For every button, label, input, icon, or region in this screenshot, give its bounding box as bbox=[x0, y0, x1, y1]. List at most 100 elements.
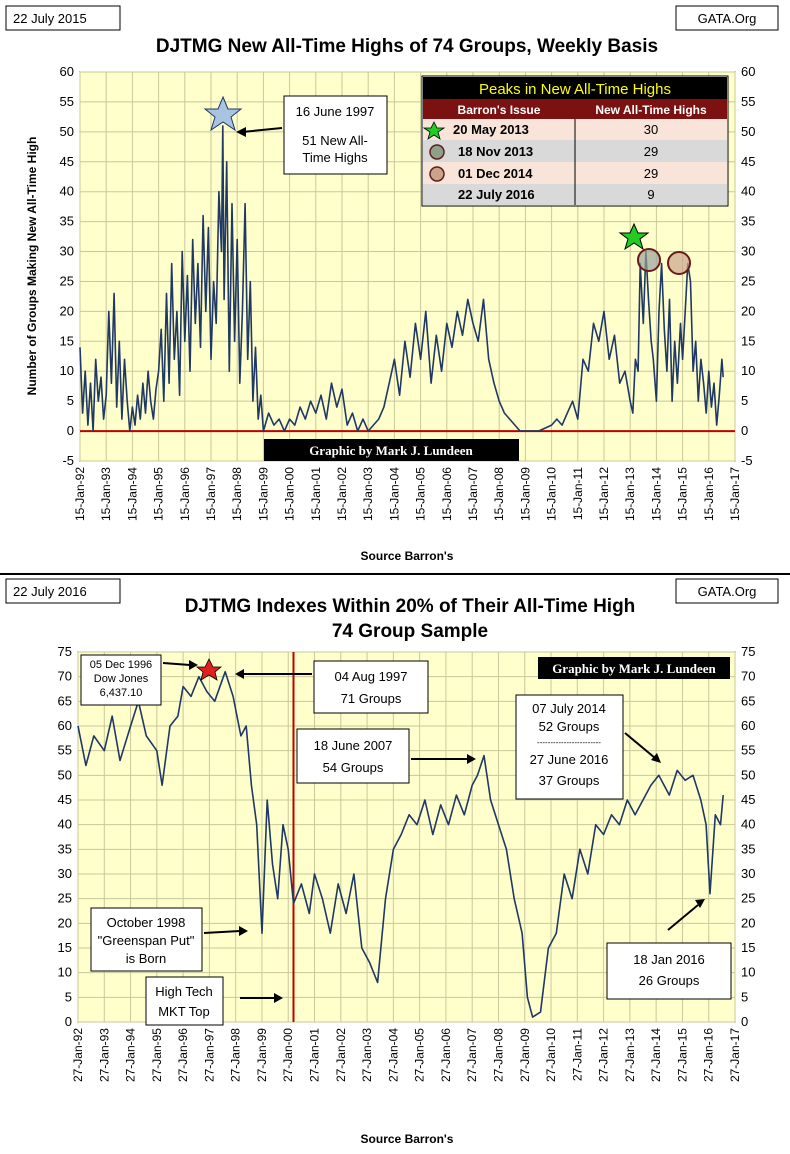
x-tick-label: 15-Jan-16 bbox=[702, 467, 716, 521]
y-tick-label-right: 35 bbox=[741, 214, 755, 229]
blue-star-icon bbox=[203, 95, 243, 132]
chart-within-20-svg: 22 July 2016 GATA.Org DJTMG Indexes With… bbox=[5, 578, 779, 1146]
y-tick-label: 45 bbox=[58, 792, 72, 807]
callout-jul2014-line5: 37 Groups bbox=[539, 773, 600, 788]
x-tick-label: 15-Jan-95 bbox=[152, 467, 166, 521]
y-tick-label-right: 5 bbox=[741, 393, 748, 408]
callout-oct1998-line1: October 1998 bbox=[107, 915, 186, 930]
x-tick-label: 15-Jan-92 bbox=[73, 467, 87, 521]
y-tick-label-right: 50 bbox=[741, 124, 755, 139]
x-tick-label: 15-Jan-00 bbox=[283, 467, 297, 521]
callout-oct1998-line2: "Greenspan Put" bbox=[98, 933, 195, 948]
callout-1997-box bbox=[283, 95, 388, 175]
y-tick-label-right: 45 bbox=[741, 154, 755, 169]
x-tick-label: 15-Jan-13 bbox=[623, 467, 637, 521]
y-tick-label: 30 bbox=[58, 866, 72, 881]
y-ticks-right: 0 5 10 15 20 25 30 35 40 45 50 55 60 65 70 75 bbox=[741, 644, 755, 1029]
peaks-table-heading: Peaks in New All-Time Highs bbox=[479, 81, 671, 98]
x-tick-label: 15-Jan-02 bbox=[335, 467, 349, 521]
x-ticks: 27-Jan-92 27-Jan-93 27-Jan-94 27-Jan-95 27-J… bbox=[71, 1028, 742, 1082]
callout-oct1998-line3: is Born bbox=[126, 951, 166, 966]
peaks-table: Peaks in New All-Time Highs Barron's Iss… bbox=[421, 75, 729, 207]
callout-1997-line3: Time Highs bbox=[302, 150, 368, 165]
callout-dow-box bbox=[80, 654, 162, 706]
y-axis-label: Number of Groups Making New All-Time Hig… bbox=[25, 137, 39, 396]
x-tick-label: 15-Jan-04 bbox=[387, 467, 401, 521]
callout-jul2014-line4: 27 June 2016 bbox=[530, 752, 609, 767]
green-star-icon bbox=[618, 222, 650, 251]
arrow-head-icon bbox=[239, 926, 248, 936]
x-tick-label: 27-Jan-99 bbox=[255, 1028, 269, 1082]
y-tick-label: 50 bbox=[58, 767, 72, 782]
x-axis-label: Source Barron's bbox=[361, 1132, 454, 1146]
y-tick-label: 10 bbox=[58, 965, 72, 980]
circle-marker-icon bbox=[429, 166, 445, 182]
arrow-head-icon bbox=[695, 899, 705, 908]
y-tick-label-right: 70 bbox=[741, 669, 755, 684]
y-tick-label: 45 bbox=[60, 154, 74, 169]
y-tick-label-right: 0 bbox=[741, 423, 748, 438]
y-ticks-right: -5 0 5 10 15 20 25 30 35 40 45 50 55 60 bbox=[741, 64, 755, 468]
y-tick-label: 20 bbox=[60, 303, 74, 318]
y-tick-label: 25 bbox=[60, 273, 74, 288]
callout-1997-arrow bbox=[241, 127, 283, 133]
callout-dow-line2: Dow Jones bbox=[94, 673, 149, 685]
y-tick-label: 55 bbox=[58, 743, 72, 758]
y-tick-label: -5 bbox=[62, 453, 74, 468]
chart-new-highs-svg: 22 July 2015 GATA.Org DJTMG New All-Time… bbox=[5, 5, 779, 563]
x-tick-label: 27-Jan-11 bbox=[570, 1028, 584, 1081]
x-axis-label: Source Barron's bbox=[361, 549, 454, 563]
y-tick-label-right: 30 bbox=[741, 244, 755, 259]
peak-issue-4: 22 July 2016 bbox=[458, 187, 535, 202]
y-tick-label: 15 bbox=[60, 333, 74, 348]
x-tick-label: 27-Jan-12 bbox=[597, 1028, 611, 1082]
callout-jun2007-box bbox=[296, 728, 410, 784]
callout-oct1998-box bbox=[90, 907, 203, 972]
x-tick-label: 27-Jan-92 bbox=[71, 1028, 85, 1082]
y-tick-label-right: 30 bbox=[741, 866, 755, 881]
y-tick-label: 70 bbox=[58, 669, 72, 684]
x-tick-label: 27-Jan-16 bbox=[702, 1028, 716, 1082]
source-tag: GATA.Org bbox=[698, 584, 757, 599]
x-tick-label: 15-Jan-09 bbox=[518, 467, 532, 521]
x-tick-label: 15-Jan-03 bbox=[361, 467, 375, 521]
x-tick-label: 27-Jan-01 bbox=[308, 1028, 322, 1082]
callout-jul2014-line2: 52 Groups bbox=[539, 719, 600, 734]
y-tick-label: 55 bbox=[60, 94, 74, 109]
x-tick-label: 27-Jan-95 bbox=[150, 1028, 164, 1082]
peak-value-4: 9 bbox=[647, 187, 654, 202]
callout-jan2016-line2: 26 Groups bbox=[639, 973, 700, 988]
chart-title: DJTMG Indexes Within 20% of Their All-Ti… bbox=[185, 596, 636, 617]
credit-box bbox=[538, 657, 730, 679]
y-tick-label: 15 bbox=[58, 940, 72, 955]
y-tick-label-right: 20 bbox=[741, 303, 755, 318]
source-tag-box bbox=[675, 5, 779, 31]
peak-value-2: 29 bbox=[644, 144, 658, 159]
callout-jul2014-line1: 07 July 2014 bbox=[532, 701, 606, 716]
peak-issue-3: 01 Dec 2014 bbox=[458, 166, 533, 181]
arrow-head-icon bbox=[189, 660, 198, 670]
y-tick-label-right: 15 bbox=[741, 333, 755, 348]
x-tick-label: 27-Jan-06 bbox=[439, 1028, 453, 1082]
y-tick-label: 0 bbox=[67, 423, 74, 438]
callout-jan2016-line1: 18 Jan 2016 bbox=[633, 952, 705, 967]
peak-value-1: 30 bbox=[644, 122, 658, 137]
source-tag: GATA.Org bbox=[698, 11, 757, 26]
y-tick-label-right: 10 bbox=[741, 965, 755, 980]
y-tick-label: 5 bbox=[65, 989, 72, 1004]
callout-1997-line1: 16 June 1997 bbox=[296, 104, 375, 119]
date-label: 22 July 2016 bbox=[13, 584, 87, 599]
callout-aug1997-line1: 04 Aug 1997 bbox=[334, 669, 407, 684]
x-tick-label: 15-Jan-97 bbox=[204, 467, 218, 521]
callout-dow-line1: 05 Dec 1996 bbox=[90, 659, 152, 671]
x-tick-label: 27-Jan-03 bbox=[360, 1028, 374, 1082]
x-tick-label: 15-Jan-14 bbox=[649, 467, 663, 521]
callout-hightech-line2: MKT Top bbox=[158, 1004, 210, 1019]
y-tick-label-right: 40 bbox=[741, 817, 755, 832]
y-tick-label-right: 55 bbox=[741, 743, 755, 758]
peak-issue-2: 18 Nov 2013 bbox=[458, 144, 533, 159]
green-star-icon bbox=[422, 121, 446, 140]
x-tick-label: 15-Jan-12 bbox=[597, 467, 611, 521]
x-tick-label: 27-Jan-17 bbox=[728, 1028, 742, 1082]
y-tick-label-right: 60 bbox=[741, 718, 755, 733]
